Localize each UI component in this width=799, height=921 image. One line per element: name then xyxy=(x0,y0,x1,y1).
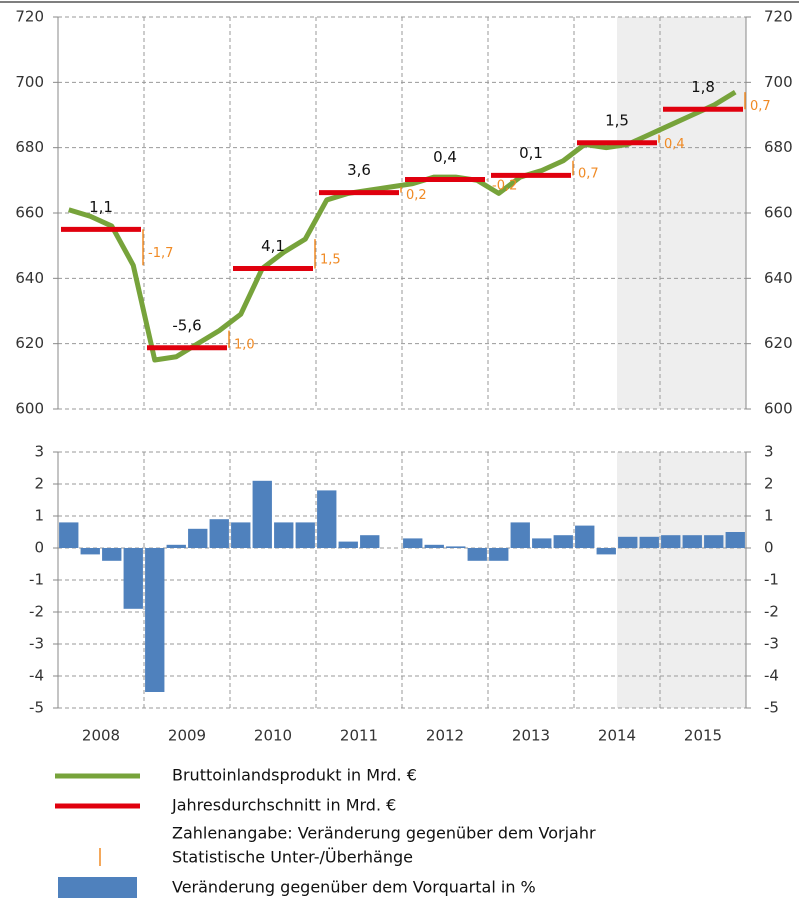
bar xyxy=(725,532,745,548)
bar xyxy=(252,480,272,548)
bar xyxy=(639,536,659,548)
y2-tick-label: 720 xyxy=(764,8,793,26)
y-tick-label: -4 xyxy=(29,667,44,685)
legend-label: Zahlenangabe: Veränderung gegenüber dem … xyxy=(172,824,596,843)
overhang-label: 0,2 xyxy=(406,188,427,203)
y-tick-label: -2 xyxy=(29,603,44,621)
x-tick-label: 2010 xyxy=(254,727,292,745)
y-tick-label: 1 xyxy=(34,507,44,525)
bar xyxy=(295,522,315,548)
bar xyxy=(467,548,487,561)
y2-tick-label: -2 xyxy=(764,603,779,621)
bar xyxy=(80,548,100,555)
bar xyxy=(188,528,208,548)
annual-change-label: 0,4 xyxy=(433,148,457,166)
y-tick-label: 720 xyxy=(15,8,44,26)
bar xyxy=(403,538,423,548)
annual-change-label: 4,1 xyxy=(261,237,285,255)
y2-tick-label: 620 xyxy=(764,334,793,352)
bar xyxy=(596,548,616,555)
y-tick-label: 600 xyxy=(15,400,44,418)
bar xyxy=(166,544,186,548)
x-tick-label: 2009 xyxy=(168,727,206,745)
y2-tick-label: 700 xyxy=(764,73,793,91)
x-tick-label: 2008 xyxy=(82,727,120,745)
legend-label: Jahresdurchschnitt in Mrd. € xyxy=(171,796,396,815)
bar xyxy=(123,548,143,609)
bar xyxy=(682,535,702,548)
bar xyxy=(209,519,229,548)
bar xyxy=(424,544,444,548)
legend-label: Statistische Unter-/Überhänge xyxy=(172,848,413,867)
y-tick-label: -1 xyxy=(29,571,44,589)
y-tick-label: 0 xyxy=(34,539,44,557)
y-tick-label: 3 xyxy=(34,443,44,461)
bar xyxy=(102,548,122,561)
annual-change-label: 0,1 xyxy=(519,144,543,162)
bar xyxy=(317,490,337,548)
y-tick-label: 2 xyxy=(34,475,44,493)
bar xyxy=(145,548,165,692)
y-tick-label: 700 xyxy=(15,73,44,91)
bar xyxy=(231,522,251,548)
y2-tick-label: 640 xyxy=(764,269,793,287)
y-tick-label: 680 xyxy=(15,138,44,156)
annual-change-label: 1,8 xyxy=(691,78,715,96)
bar xyxy=(489,548,509,561)
y-tick-label: -3 xyxy=(29,635,44,653)
bar xyxy=(59,522,79,548)
legend-label: Bruttoinlandsprodukt in Mrd. € xyxy=(172,766,417,785)
y-tick-label: 620 xyxy=(15,334,44,352)
bar xyxy=(338,541,358,548)
y2-tick-label: 1 xyxy=(764,507,774,525)
bar xyxy=(360,535,380,548)
bar xyxy=(575,525,595,548)
overhang-label: -0,2 xyxy=(492,178,517,193)
y2-tick-label: -1 xyxy=(764,571,779,589)
x-tick-label: 2011 xyxy=(340,727,378,745)
x-tick-label: 2014 xyxy=(598,727,636,745)
bar xyxy=(704,535,724,548)
overhang-label: 1,0 xyxy=(234,338,255,353)
legend-swatch xyxy=(58,877,137,898)
layers: 600 600 620 620 640 640 660 660 680 680 700 700 720 7… xyxy=(15,8,792,745)
annual-change-label: -5,6 xyxy=(172,316,201,334)
x-tick-label: 2012 xyxy=(426,727,464,745)
annual-change-label: 1,1 xyxy=(89,198,113,216)
annual-change-label: 3,6 xyxy=(347,161,371,179)
y-tick-label: 660 xyxy=(15,204,44,222)
overhang-label: 0,4 xyxy=(664,137,685,152)
overhang-label: 1,5 xyxy=(320,252,341,267)
y2-tick-label: -4 xyxy=(764,667,779,685)
y2-tick-label: 0 xyxy=(764,539,774,557)
bar xyxy=(618,536,638,548)
y-tick-label: 640 xyxy=(15,269,44,287)
y2-tick-label: 3 xyxy=(764,443,774,461)
bar xyxy=(661,535,681,548)
overhang-label: -1,7 xyxy=(148,246,173,261)
x-tick-label: 2015 xyxy=(684,727,722,745)
annual-change-label: 1,5 xyxy=(605,111,629,129)
y2-tick-label: -3 xyxy=(764,635,779,653)
overhang-label: 0,7 xyxy=(578,167,599,182)
y2-tick-label: 600 xyxy=(764,400,793,418)
bar xyxy=(446,546,466,548)
bar xyxy=(510,522,530,548)
bar xyxy=(274,522,294,548)
y-tick-label: -5 xyxy=(29,699,44,717)
bar xyxy=(553,535,573,548)
bar xyxy=(532,538,552,548)
y2-tick-label: -5 xyxy=(764,699,779,717)
legend-label: Veränderung gegenüber dem Vorquartal in … xyxy=(172,878,536,897)
y2-tick-label: 680 xyxy=(764,138,793,156)
y2-tick-label: 660 xyxy=(764,204,793,222)
overhang-label: 0,7 xyxy=(750,99,771,114)
y2-tick-label: 2 xyxy=(764,475,774,493)
x-tick-label: 2013 xyxy=(512,727,550,745)
